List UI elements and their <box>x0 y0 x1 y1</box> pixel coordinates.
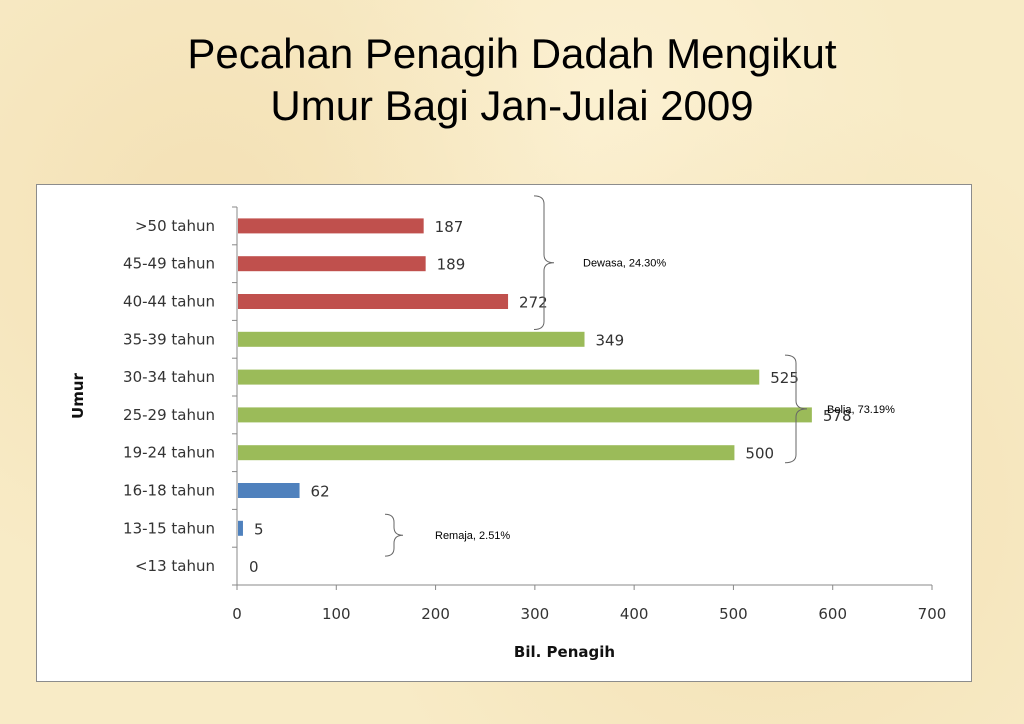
data-label: 0 <box>249 558 259 576</box>
bar <box>238 256 426 272</box>
y-tick-label: 19-24 tahun <box>123 444 215 462</box>
data-label: 349 <box>596 331 625 349</box>
x-tick-label: 600 <box>818 605 847 623</box>
x-tick-label: 200 <box>421 605 450 623</box>
y-tick-label: 25-29 tahun <box>123 406 215 424</box>
x-tick-label: 400 <box>620 605 649 623</box>
y-tick-label: <13 tahun <box>135 557 215 575</box>
bar <box>238 331 585 347</box>
data-label: 5 <box>254 520 264 538</box>
bar <box>238 445 735 461</box>
data-label: 62 <box>311 483 330 501</box>
x-tick-label: 0 <box>232 605 242 623</box>
group-brace <box>533 195 555 330</box>
bar <box>238 218 424 234</box>
bar <box>238 407 812 423</box>
bar <box>238 294 509 309</box>
x-tick-label: 300 <box>521 605 550 623</box>
title-line-2: Umur Bagi Jan-Julai 2009 <box>270 82 754 129</box>
data-label: 500 <box>745 445 774 463</box>
y-tick-label: 13-15 tahun <box>123 519 215 537</box>
data-label: 525 <box>770 369 799 387</box>
x-tick-label: 100 <box>322 605 351 623</box>
y-tick-label: 40-44 tahun <box>123 293 215 311</box>
bar <box>238 369 760 385</box>
y-tick-label: >50 tahun <box>135 217 215 235</box>
group-annotation: Belia, 73.19% <box>827 404 895 416</box>
data-label: 189 <box>437 256 466 274</box>
bar <box>238 483 300 498</box>
group-annotation: Dewasa, 24.30% <box>583 258 666 270</box>
bar-chart: 0 100 200 300 400 500 600 700 >50 tahun 45-49 tah… <box>69 195 947 661</box>
x-axis-title: Bil. Penagih <box>514 643 615 661</box>
x-tick-label: 500 <box>719 605 748 623</box>
y-tick-label: 35-39 tahun <box>123 330 215 348</box>
y-tick-label: 45-49 tahun <box>123 255 215 273</box>
y-tick-label: 30-34 tahun <box>123 368 215 386</box>
x-tick-label: 700 <box>918 605 947 623</box>
title-line-1: Pecahan Penagih Dadah Mengikut <box>187 30 837 77</box>
slide-title: Pecahan Penagih Dadah Mengikut Umur Bagi… <box>0 28 1024 132</box>
data-label: 578 <box>823 407 852 425</box>
data-label: 272 <box>519 294 548 312</box>
y-tick-label: 16-18 tahun <box>123 482 215 500</box>
data-label: 187 <box>435 218 464 236</box>
y-axis-title: Umur <box>69 372 87 418</box>
bar <box>238 520 243 536</box>
chart-area: 0 100 200 300 400 500 600 700 >50 tahun 45-49 tah… <box>36 184 972 682</box>
group-annotation: Remaja, 2.51% <box>435 530 510 542</box>
group-brace <box>384 513 404 557</box>
group-brace <box>784 354 808 464</box>
